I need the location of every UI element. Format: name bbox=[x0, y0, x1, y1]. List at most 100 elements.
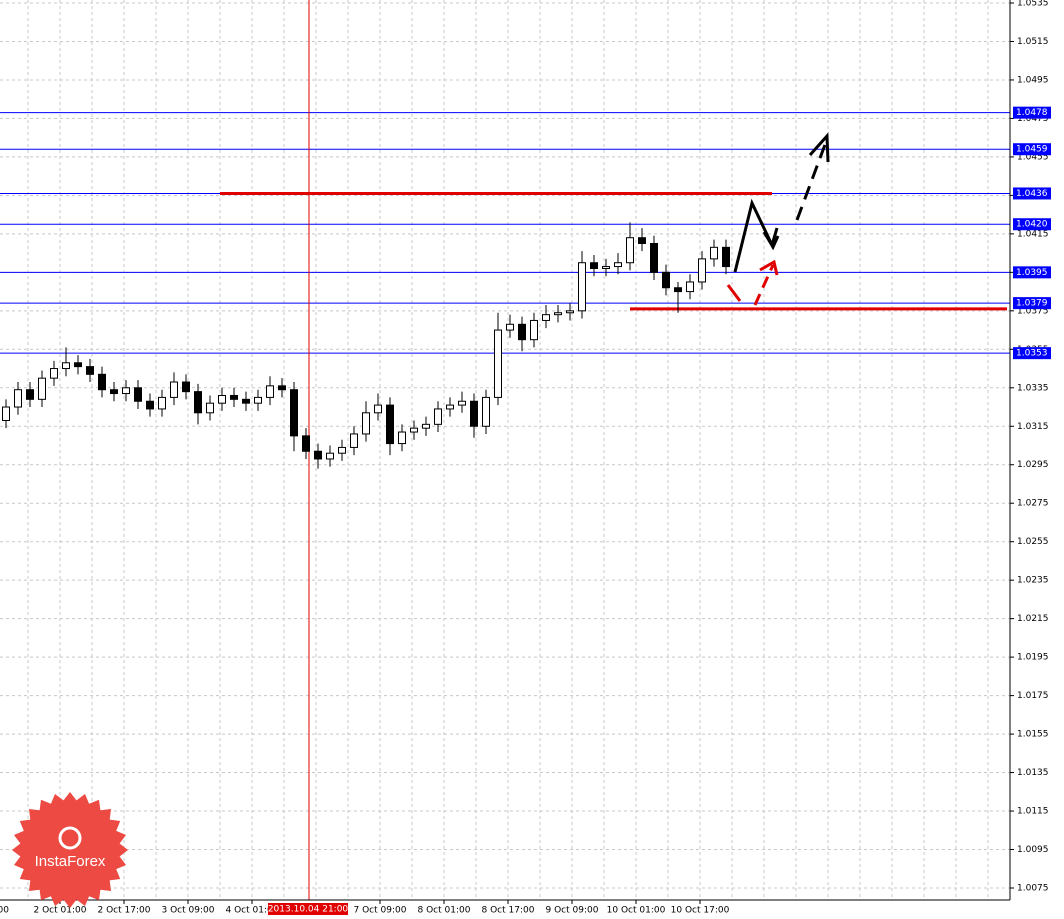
y-tick-label: 1.0315 bbox=[1017, 422, 1049, 432]
candle-body bbox=[602, 266, 610, 269]
logo-badge bbox=[12, 792, 128, 908]
candle-body bbox=[578, 262, 586, 312]
candle-body bbox=[566, 310, 574, 314]
candle-body bbox=[26, 389, 34, 400]
level-label: 1.0420 bbox=[1016, 220, 1048, 230]
candle-body bbox=[350, 433, 358, 448]
candle-body bbox=[494, 329, 502, 398]
candle-body bbox=[470, 400, 478, 427]
x-tick-label: 8 Oct 01:00 bbox=[418, 906, 471, 916]
candle-body bbox=[158, 396, 166, 410]
forecast-arrow-dashed bbox=[795, 141, 828, 221]
candle-body bbox=[590, 262, 598, 269]
level-label-box bbox=[1013, 347, 1051, 360]
arrow-head bbox=[808, 132, 830, 163]
y-tick-label: 1.0115 bbox=[1017, 807, 1049, 817]
logo-icon bbox=[58, 826, 82, 850]
x-tick-label: 10 Oct 01:00 bbox=[607, 906, 666, 916]
level-label: 1.0436 bbox=[1016, 189, 1048, 199]
y-tick-label: 1.0335 bbox=[1017, 383, 1049, 393]
candle-body bbox=[50, 368, 58, 379]
candle-body bbox=[314, 450, 322, 460]
candle-body bbox=[530, 319, 538, 341]
candle-body bbox=[626, 237, 634, 264]
candle-body bbox=[38, 377, 46, 400]
x-tick-label: 7 Oct 09:00 bbox=[354, 906, 407, 916]
candle-body bbox=[122, 387, 130, 395]
y-tick-label: 1.0495 bbox=[1017, 75, 1049, 85]
candle-body bbox=[554, 312, 562, 316]
forecast-arrow bbox=[733, 198, 779, 273]
y-tick-label: 1.0455 bbox=[1017, 152, 1049, 162]
x-tick-label: 9 Oct 09:00 bbox=[546, 906, 599, 916]
candle-body bbox=[686, 281, 694, 293]
y-tick-label: 1.0075 bbox=[1017, 883, 1049, 893]
level-label: 1.0395 bbox=[1016, 268, 1048, 278]
candle-body bbox=[326, 452, 334, 460]
level-label-box bbox=[1013, 218, 1051, 231]
y-tick-label: 1.0415 bbox=[1017, 229, 1049, 239]
x-tick-label: 2 Oct 01:00 bbox=[34, 906, 87, 916]
level-label-box bbox=[1013, 143, 1051, 156]
candle-body bbox=[422, 423, 430, 429]
candle-body bbox=[410, 427, 418, 433]
y-tick-label: 1.0375 bbox=[1017, 306, 1049, 316]
level-label-box bbox=[1013, 187, 1051, 200]
candle-body bbox=[674, 287, 682, 293]
y-tick-label: 1.0155 bbox=[1017, 730, 1049, 740]
y-tick-label: 1.0255 bbox=[1017, 537, 1049, 547]
candle-body bbox=[290, 389, 298, 437]
level-label: 1.0459 bbox=[1016, 145, 1048, 155]
alt-arrow bbox=[753, 264, 775, 306]
y-tick-label: 1.0195 bbox=[1017, 653, 1049, 663]
candle-body bbox=[266, 385, 274, 398]
annotations bbox=[726, 132, 830, 306]
candle-body bbox=[2, 406, 10, 421]
arrow-head bbox=[762, 231, 780, 251]
candle-body bbox=[542, 314, 550, 321]
candle-body bbox=[482, 396, 490, 427]
candle-body bbox=[434, 408, 442, 425]
y-tick-label: 1.0295 bbox=[1017, 460, 1049, 470]
candle-body bbox=[170, 381, 178, 398]
level-label-box bbox=[1013, 266, 1051, 279]
candle-body bbox=[134, 387, 142, 402]
y-tick-label: 1.0175 bbox=[1017, 691, 1049, 701]
arrow-head bbox=[759, 259, 779, 276]
candle-body bbox=[146, 400, 154, 410]
axes bbox=[0, 0, 1011, 901]
candle-body bbox=[278, 385, 286, 391]
candle-body bbox=[110, 389, 118, 395]
candle-body bbox=[722, 246, 730, 268]
crosshair-label-box bbox=[268, 903, 348, 915]
candle-body bbox=[650, 242, 658, 273]
candle-body bbox=[242, 398, 250, 404]
y-tick-label: 1.0095 bbox=[1017, 845, 1049, 855]
candle-body bbox=[302, 435, 310, 452]
candle-body bbox=[386, 404, 394, 445]
candle-body bbox=[446, 404, 454, 410]
candle-body bbox=[338, 446, 346, 454]
candle-body bbox=[230, 394, 238, 400]
y-tick-label: 1.0135 bbox=[1017, 768, 1049, 778]
candle-body bbox=[458, 400, 466, 406]
level-label: 1.0478 bbox=[1016, 108, 1048, 118]
candle-body bbox=[254, 396, 262, 404]
x-tick-label: 4 Oct 01:00 bbox=[226, 906, 279, 916]
candle-body bbox=[98, 373, 106, 391]
level-label: 1.0353 bbox=[1016, 349, 1048, 359]
x-tick-label: 3 Oct 09:00 bbox=[162, 906, 215, 916]
candle-body bbox=[506, 323, 514, 331]
candle-body bbox=[218, 394, 226, 404]
candle-body bbox=[518, 323, 526, 341]
logo-text: InstaForex bbox=[35, 853, 106, 870]
candle-body bbox=[86, 366, 94, 375]
y-tick-label: 1.0515 bbox=[1017, 37, 1049, 47]
candle-body bbox=[638, 237, 646, 244]
level-label-box bbox=[1013, 297, 1051, 310]
candle-body bbox=[662, 271, 670, 289]
candle-body bbox=[194, 391, 202, 414]
